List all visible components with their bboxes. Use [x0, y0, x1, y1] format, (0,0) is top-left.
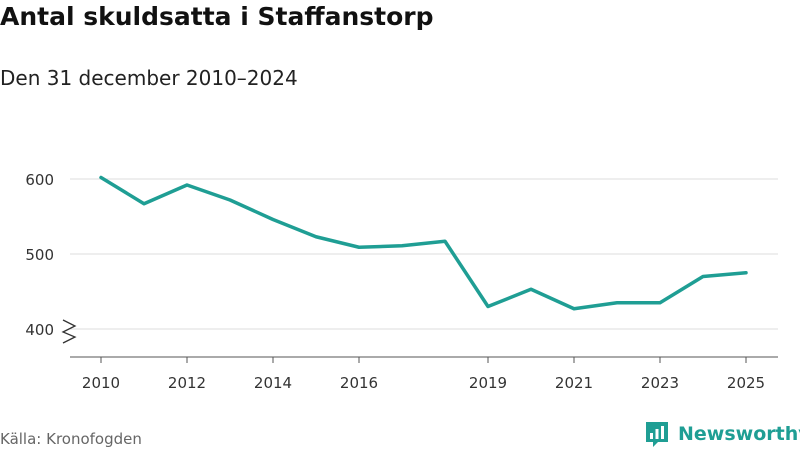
source-note: Källa: Kronofogden	[0, 430, 142, 448]
brand[interactable]: Newsworthy	[644, 420, 800, 448]
chart-title: Antal skuldsatta i Staffanstorp	[0, 2, 434, 31]
y-tick-label-600: 600	[25, 171, 54, 189]
brand-name: Newsworthy	[678, 423, 800, 445]
series-line-0	[99, 175, 748, 311]
x-tick-label-2019: 2019	[469, 374, 507, 392]
x-tick-label-2016: 2016	[340, 374, 378, 392]
newsworthy-logo-icon	[646, 422, 668, 447]
y-tick-label-400: 400	[25, 321, 54, 339]
x-tick-label-2021: 2021	[555, 374, 593, 392]
y-tick-label-500: 500	[25, 246, 54, 264]
x-tick-label-2010: 2010	[82, 374, 120, 392]
x-tick-label-2025: 2025	[727, 374, 765, 392]
x-tick-label-2023: 2023	[641, 374, 679, 392]
x-tick-label-2014: 2014	[254, 374, 292, 392]
x-tick-label-2012: 2012	[168, 374, 206, 392]
axis-break-mark	[61, 319, 77, 344]
chart-subtitle: Den 31 december 2010–2024	[0, 66, 298, 90]
